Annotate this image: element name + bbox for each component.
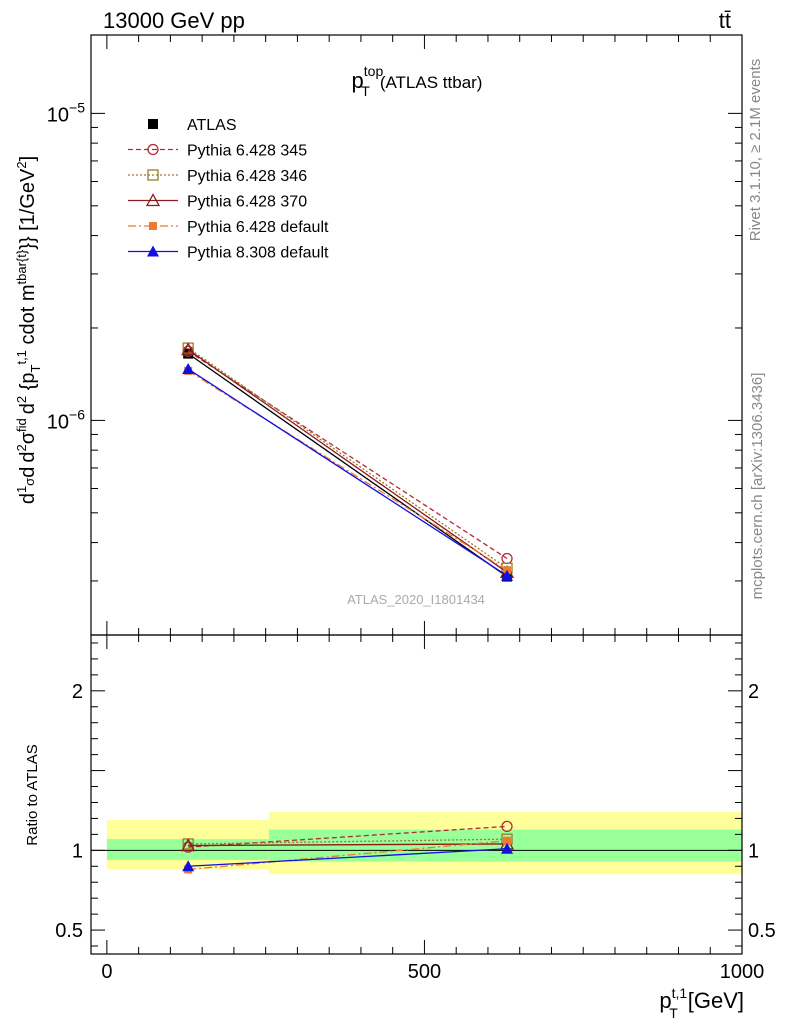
ratio-uncertainty-bands xyxy=(106,812,742,875)
mcplots-label: mcplots.cern.ch [arXiv:1306.3436] xyxy=(749,373,766,600)
ylabel-d4: d xyxy=(17,403,39,414)
ratio-y-tick-label-right-1: 1 xyxy=(748,840,759,862)
ratio-point-pythia-6-428-default-1 xyxy=(503,836,512,845)
ylabel-unit: }} [1/GeV xyxy=(17,168,39,250)
legend-marker-pythia-8-308-default xyxy=(147,245,159,257)
ylabel-sup-t1: t,1 xyxy=(14,350,29,364)
ratio-y-tick-label-1: 1 xyxy=(72,840,83,862)
ratio-point-pythia-6-428-370-0 xyxy=(181,838,196,852)
legend-label-pythia-6-428-370: Pythia 6.428 370 xyxy=(187,194,307,211)
xlabel-sup: t,1 xyxy=(672,985,688,1001)
header-process-label: tt̄ xyxy=(719,8,731,33)
legend-marker-pythia-6-428-345 xyxy=(147,143,159,156)
ratio-plot-frame xyxy=(90,634,743,955)
main-y-tick-exp-1: −5 xyxy=(69,99,85,115)
ylabel-brace-p: {p xyxy=(17,373,39,396)
x-tick-label-1: 500 xyxy=(408,961,441,983)
title-text: (ATLAS ttbar) xyxy=(380,73,483,92)
main-y-tick-label-1: 10−5 xyxy=(47,99,85,126)
ylabel-unit-close: ] xyxy=(17,156,39,162)
main-line-pythia-6-428-345 xyxy=(187,350,508,560)
main-y-tick-exp-0: −6 xyxy=(69,406,85,422)
title-subscript: T xyxy=(361,83,370,99)
ratio-series-layer xyxy=(181,820,515,874)
ylabel-fid: fid xyxy=(14,418,29,432)
axis-ticks-layer xyxy=(91,35,743,954)
legend-marker-pythia-6-428-346 xyxy=(147,169,159,181)
analysis-watermark: ATLAS_2020_I1801434 xyxy=(347,592,485,607)
ratio-y-tick-label-right-0: 0.5 xyxy=(748,920,776,942)
legend-label-pythia-6-428-346: Pythia 6.428 346 xyxy=(187,168,307,185)
ylabel-sigma2: σ xyxy=(17,431,39,444)
main-y-tick-label-0: 10−6 xyxy=(47,406,85,433)
ylabel-unit-exp: 2 xyxy=(14,161,29,168)
ratio-line-pythia-8-308-default xyxy=(188,848,508,867)
x-tick-label-0: 0 xyxy=(101,961,112,983)
main-line-pythia-6-428-346 xyxy=(187,347,508,569)
ylabel-d1: d xyxy=(17,493,39,504)
ylabel-one: 1 xyxy=(14,486,29,493)
xlabel-var: p xyxy=(659,988,671,1013)
ratio-y-tick-label-right-2: 2 xyxy=(748,681,759,703)
legend-label-pythia-6-428-345: Pythia 6.428 345 xyxy=(187,143,307,160)
main-y-tick-base-1: 10 xyxy=(47,104,69,126)
legend-label-pythia-6-428-default: Pythia 6.428 default xyxy=(187,219,329,236)
main-y-tick-base-0: 10 xyxy=(47,411,69,433)
ratio-line-pythia-6-428-346 xyxy=(188,838,508,845)
ylabel-sub-T: T xyxy=(28,365,43,373)
main-series-layer xyxy=(181,342,515,582)
rivet-version-label: Rivet 3.1.10, ≥ 2.1M events xyxy=(747,59,764,242)
ratio-point-pythia-6-428-345-1 xyxy=(501,820,513,833)
ratio-y-axis-label: Ratio to ATLAS xyxy=(24,744,41,845)
xlabel-sub: T xyxy=(669,1005,678,1021)
main-line-atlas xyxy=(187,353,508,578)
ratio-point-pythia-8-308-default-0 xyxy=(182,860,195,872)
main-point-pythia-6-428-370-0 xyxy=(181,342,196,356)
x-tick-label-2: 1000 xyxy=(720,961,765,983)
ylabel-sigma: σ xyxy=(22,478,37,486)
x-axis-label: pt,1 T [GeV] xyxy=(659,985,744,1021)
xlabel-unit: [GeV] xyxy=(688,988,744,1013)
ylabel-d2: d xyxy=(17,467,39,478)
ylabel-d3: d xyxy=(17,452,39,463)
ratio-line-pythia-6-428-345 xyxy=(188,825,508,848)
main-y-axis-label: d1σdd2σfidd2 {pTt,1 cdot mtbar{t}}} [1/G… xyxy=(14,156,43,504)
main-point-pythia-8-308-default-1 xyxy=(501,569,514,581)
main-point-pythia-8-308-default-0 xyxy=(182,363,195,375)
ylabel-cdot-m: cdot m xyxy=(17,285,39,351)
main-line-pythia-8-308-default xyxy=(187,368,508,577)
ratio-line-pythia-6-428-370 xyxy=(188,843,508,847)
header-energy-label: 13000 GeV pp xyxy=(103,8,245,33)
legend: ATLAS Pythia 6.428 345 Pythia 6.428 346 Pyt… xyxy=(128,117,329,262)
title-superscript: top xyxy=(364,63,384,79)
legend-label-atlas: ATLAS xyxy=(187,117,237,134)
legend-marker-pythia-6-428-default xyxy=(149,222,157,230)
main-line-pythia-6-428-370 xyxy=(187,349,508,573)
main-line-pythia-6-428-default xyxy=(187,370,508,571)
ylabel-exp2a: 2 xyxy=(14,444,29,451)
ratio-inner-band-1 xyxy=(268,829,742,862)
legend-marker-atlas xyxy=(148,119,158,129)
ratio-y-tick-label-0: 0.5 xyxy=(55,920,83,942)
ratio-point-pythia-8-308-default-1 xyxy=(501,842,514,854)
ylabel-sup-tbar: tbar{t} xyxy=(14,249,29,284)
chart-title: ptop T (ATLAS ttbar) xyxy=(352,63,483,99)
legend-label-pythia-8-308-default: Pythia 8.308 default xyxy=(187,245,329,262)
ratio-y-tick-label-2: 2 xyxy=(72,681,83,703)
legend-marker-pythia-6-428-370 xyxy=(145,193,161,207)
title-variable: p xyxy=(352,68,364,93)
ylabel-exp2b: 2 xyxy=(14,396,29,403)
ratio-line-pythia-6-428-default xyxy=(188,840,508,871)
